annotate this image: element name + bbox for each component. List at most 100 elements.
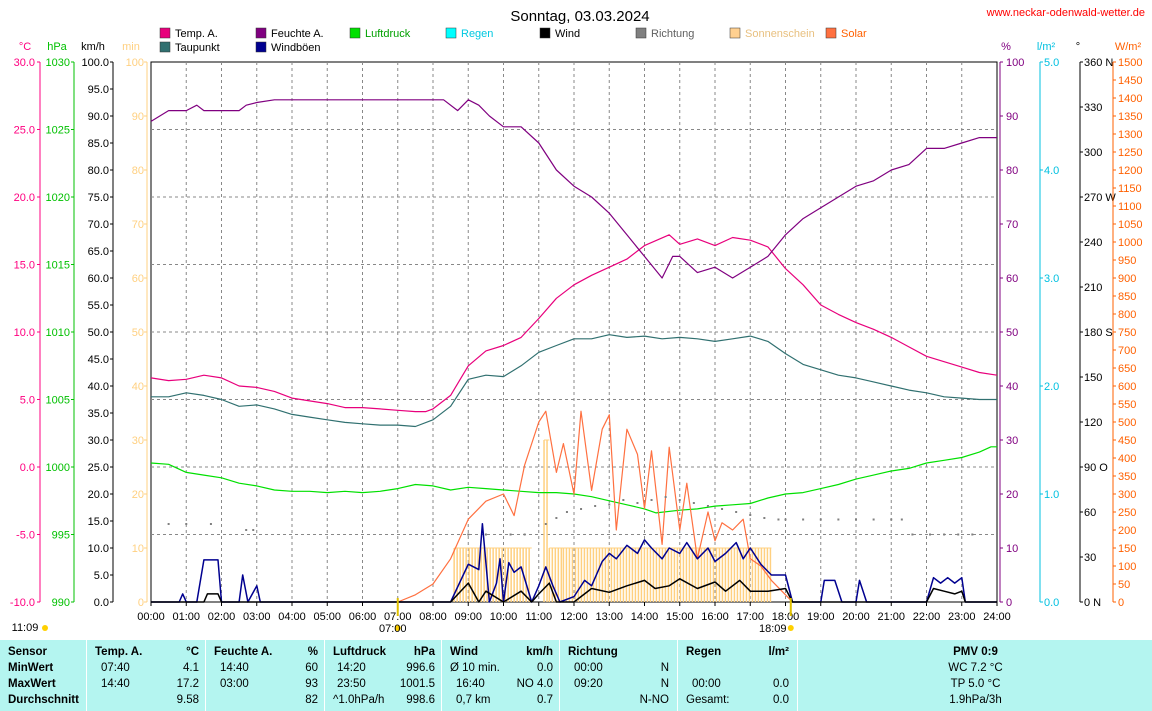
humidity-tick-label: 90 (1006, 111, 1018, 123)
direction-tick-label: 240 (1084, 237, 1102, 249)
humidity-tick-label: 80 (1006, 165, 1018, 177)
legend-label: Luftdruck (365, 28, 411, 40)
direction-dot (872, 518, 875, 521)
direction-dot (943, 533, 946, 536)
humidity-avg-value: 82 (305, 694, 318, 706)
x-tick-label: 13:00 (595, 611, 623, 623)
direction-tick-label: 270 W (1084, 192, 1116, 204)
pressure-max-time: 23:50 (337, 678, 366, 690)
solar-tick-label: 1450 (1118, 75, 1142, 87)
direction-min-value: N (660, 662, 669, 674)
solar-tick-label: 1400 (1118, 93, 1142, 105)
x-tick-label: 12:00 (560, 611, 588, 623)
x-tick-label: 18:00 (772, 611, 800, 623)
humidity-tick-label: 10 (1006, 543, 1018, 555)
wind-tick-label: 45.0 (88, 354, 109, 366)
site-url[interactable]: www.neckar-odenwald-wetter.de (986, 7, 1145, 19)
wind-tick-label: 55.0 (88, 300, 109, 312)
sunrise-sun-icon (394, 625, 401, 631)
legend-swatch (349, 27, 361, 39)
solar-tick-label: 500 (1118, 417, 1136, 429)
temp-tick-label: 30.0 (14, 57, 35, 69)
sunshine-tick-label: 30 (132, 435, 144, 447)
humidity-tick-label: 50 (1006, 327, 1018, 339)
sunshine-tick-label: 80 (132, 165, 144, 177)
rain-tick-label: 3.0 (1044, 273, 1059, 285)
series-line-windb-en (151, 522, 997, 603)
wind-min-value: 0.0 (537, 662, 553, 674)
direction-dot (784, 518, 787, 521)
solar-tick-label: 250 (1118, 507, 1136, 519)
direction-tick-label: 120 (1084, 417, 1102, 429)
humidity-tick-label: 40 (1006, 381, 1018, 393)
direction-dot (735, 511, 738, 513)
temp-max-value: 17.2 (176, 678, 199, 690)
solar-tick-label: 950 (1118, 255, 1136, 267)
rain-max-value: 0.0 (773, 678, 789, 690)
humidity-unit-label: % (1001, 41, 1011, 53)
legend-swatch (159, 41, 171, 53)
legend-swatch (729, 27, 741, 39)
pmv-pressure-trend: 1.9hPa/3h (949, 694, 1002, 706)
sunshine-bars (453, 439, 772, 602)
direction-dot (636, 502, 639, 504)
direction-tick-label: 360 N (1084, 57, 1113, 69)
humidity-max-time: 03:00 (220, 678, 249, 690)
humidity-tick-label: 0 (1006, 597, 1012, 609)
humidity-tick-label: 60 (1006, 273, 1018, 285)
chart-axes: 00:00 01:00 02:00 03:00 04:00 05:00 06:00 07:00… (10, 41, 1143, 635)
legend-label: Taupunkt (175, 42, 220, 54)
direction-dot (245, 529, 248, 531)
stats-header-pmv: PMV 0:9 (953, 646, 998, 658)
temp-avg-value: 9.58 (176, 694, 199, 706)
series-line-wind (151, 578, 997, 603)
solar-tick-label: 200 (1118, 525, 1136, 537)
direction-dot (855, 518, 857, 521)
legend-swatch (255, 27, 267, 39)
solar-tick-label: 150 (1118, 543, 1136, 555)
direction-dot (890, 518, 893, 521)
x-tick-label: 07:00 (384, 611, 412, 623)
solar-tick-label: 350 (1118, 471, 1136, 483)
legend-swatch (635, 27, 647, 39)
stats-col-rain: Regen l/m² 00:00 0.0 Gesamt: 0.0 (677, 640, 797, 711)
series-lines (150, 99, 998, 603)
humidity-min-time: 14:40 (220, 662, 249, 674)
humidity-max-value: 93 (305, 678, 318, 690)
humidity-tick-label: 30 (1006, 435, 1018, 447)
direction-tick-label: 0 N (1084, 597, 1101, 609)
x-tick-label: 16:00 (701, 611, 729, 623)
solar-tick-label: 1500 (1118, 57, 1142, 69)
pressure-tick-label: 1030 (46, 57, 70, 69)
temp-tick-label: -5.0 (16, 530, 35, 542)
sunshine-tick-label: 100 (126, 57, 144, 69)
rain-unit-label: l/m² (1037, 41, 1056, 53)
x-tick-label: 23:00 (948, 611, 976, 623)
direction-max-time: 09:20 (574, 678, 603, 690)
pressure-unit-label: hPa (47, 41, 67, 53)
pressure-tick-label: 995 (52, 530, 70, 542)
direction-dot (650, 499, 653, 501)
wind-min-label: Ø 10 min. (450, 662, 500, 674)
x-tick-label: 21:00 (877, 611, 905, 623)
direction-dot (957, 533, 960, 536)
direction-tick-label: 180 S (1084, 327, 1113, 339)
daylength-sun-icon (42, 625, 48, 631)
solar-tick-label: 550 (1118, 399, 1136, 411)
sunset-sun-icon (787, 625, 794, 631)
direction-dot (837, 518, 840, 521)
solar-tick-label: 300 (1118, 489, 1136, 501)
x-tick-label: 03:00 (243, 611, 271, 623)
pressure-tick-label: 1020 (46, 192, 70, 204)
legend-swatch (539, 27, 551, 39)
x-tick-label: 02:00 (208, 611, 236, 623)
direction-tick-label: 300 (1084, 147, 1102, 159)
rain-max-time: 00:00 (692, 678, 721, 690)
direction-dot (565, 511, 568, 513)
series-line-solar (397, 410, 793, 603)
legend-swatch (159, 27, 171, 39)
solar-tick-label: 1050 (1118, 219, 1142, 231)
direction-dot (749, 514, 752, 516)
direction-dot (678, 499, 681, 501)
pressure-tick-label: 990 (52, 597, 70, 609)
